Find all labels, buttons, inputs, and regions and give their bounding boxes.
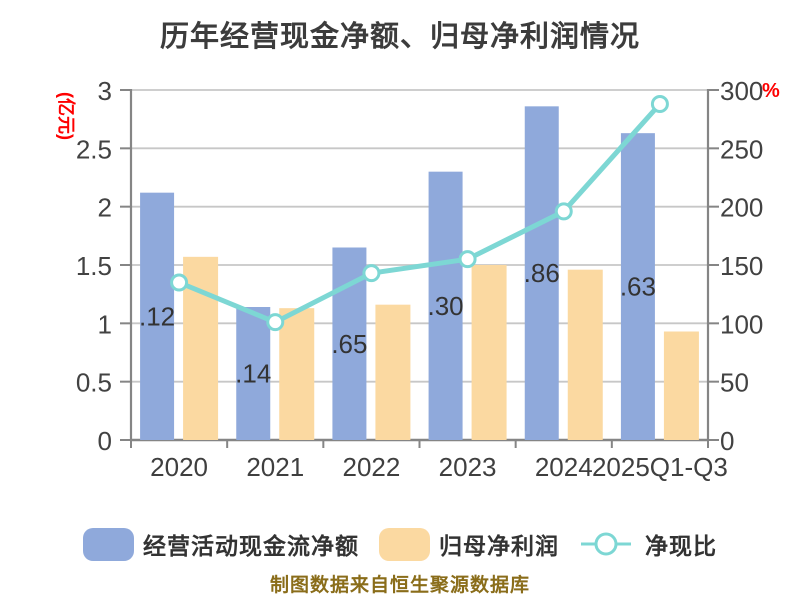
line-marker-2023 [458,250,477,269]
bar-net-profit-2024 [567,269,603,440]
footer-source-note: 制图数据来自恒生聚源数据库 [269,575,530,596]
bar-value-label-2021: .14 [235,359,271,389]
bar-operating-cash-flow-2020 [140,192,175,440]
net-cash-ratio-line [176,101,663,325]
x-axis-label-2023: 2023 [439,452,497,482]
y-left-tick-label: 0 [98,426,112,456]
legend-item-net-cash-ratio: 净现比 [579,527,717,561]
bar-net-profit-2025Q1-Q3 [663,331,699,440]
y-right-tick-label: 300 [720,76,763,106]
legend-line-circle-icon [581,532,631,556]
y-right-tick-label: 150 [720,251,763,281]
y-left-tick-label: 2.5 [76,134,112,164]
legend-label-operating-cash-flow: 经营活动现金流净额 [143,533,359,559]
y-axis-left-title: (亿元) [56,92,76,140]
line-marker-2025Q1-Q3 [650,95,669,113]
y-left-tick-label: 3 [98,76,112,106]
y-left-tick-label: 1.5 [76,251,112,281]
legend-label-net-profit: 归母净利润 [439,533,559,559]
bar-value-label-2024: .86 [524,258,560,288]
bar-operating-cash-flow-2021 [236,307,271,440]
x-axis-label-2021: 2021 [246,452,304,482]
line-marker-2020 [170,273,189,292]
line-marker-2022 [362,264,381,283]
y-right-tick-label: 0 [720,426,734,456]
y-right-tick-label: 100 [720,309,763,339]
bar-value-label-2023: .30 [428,291,464,321]
bar-operating-cash-flow-2023 [428,171,463,440]
line-marker-2024 [554,202,573,221]
y-left-tick-label: 0.5 [76,368,112,398]
legend-swatch-yellow-icon [379,527,430,561]
line-marker-2021 [266,313,285,332]
bar-operating-cash-flow-2024 [524,106,559,440]
legend: 经营活动现金流净额 归母净利润 净现比 [0,522,800,566]
bar-net-profit-2021 [279,308,315,440]
legend-swatch-blue-icon [83,527,134,561]
bar-value-label-2022: .65 [331,329,367,359]
x-axis-label-2020: 2020 [150,452,208,482]
bar-net-profit-2023 [471,265,507,440]
legend-item-net-profit: 归母净利润 [379,527,559,561]
y-right-tick-label: 250 [720,134,763,164]
chart-title: 历年经营现金净额、归母净利润情况 [159,21,640,53]
y-left-tick-label: 1 [98,309,112,339]
y-right-tick-label: 200 [720,193,763,223]
y-left-tick-label: 2 [98,193,112,223]
x-axis-label-2024: 2024 [535,452,593,482]
x-axis-label-2022: 2022 [342,452,400,482]
y-axis-right-title: % [762,80,780,102]
bar-value-label-2025Q1-Q3: .63 [620,272,656,302]
legend-label-net-cash-ratio: 净现比 [645,533,717,559]
legend-item-operating-cash-flow: 经营活动现金流净额 [83,527,359,561]
bar-net-profit-2022 [375,304,411,440]
bar-operating-cash-flow-2025Q1-Q3 [620,133,655,440]
x-axis-label-2025Q1-Q3: 2025Q1-Q3 [592,452,728,482]
y-right-tick-label: 50 [720,368,749,398]
bar-value-label-2020: .12 [139,301,175,331]
